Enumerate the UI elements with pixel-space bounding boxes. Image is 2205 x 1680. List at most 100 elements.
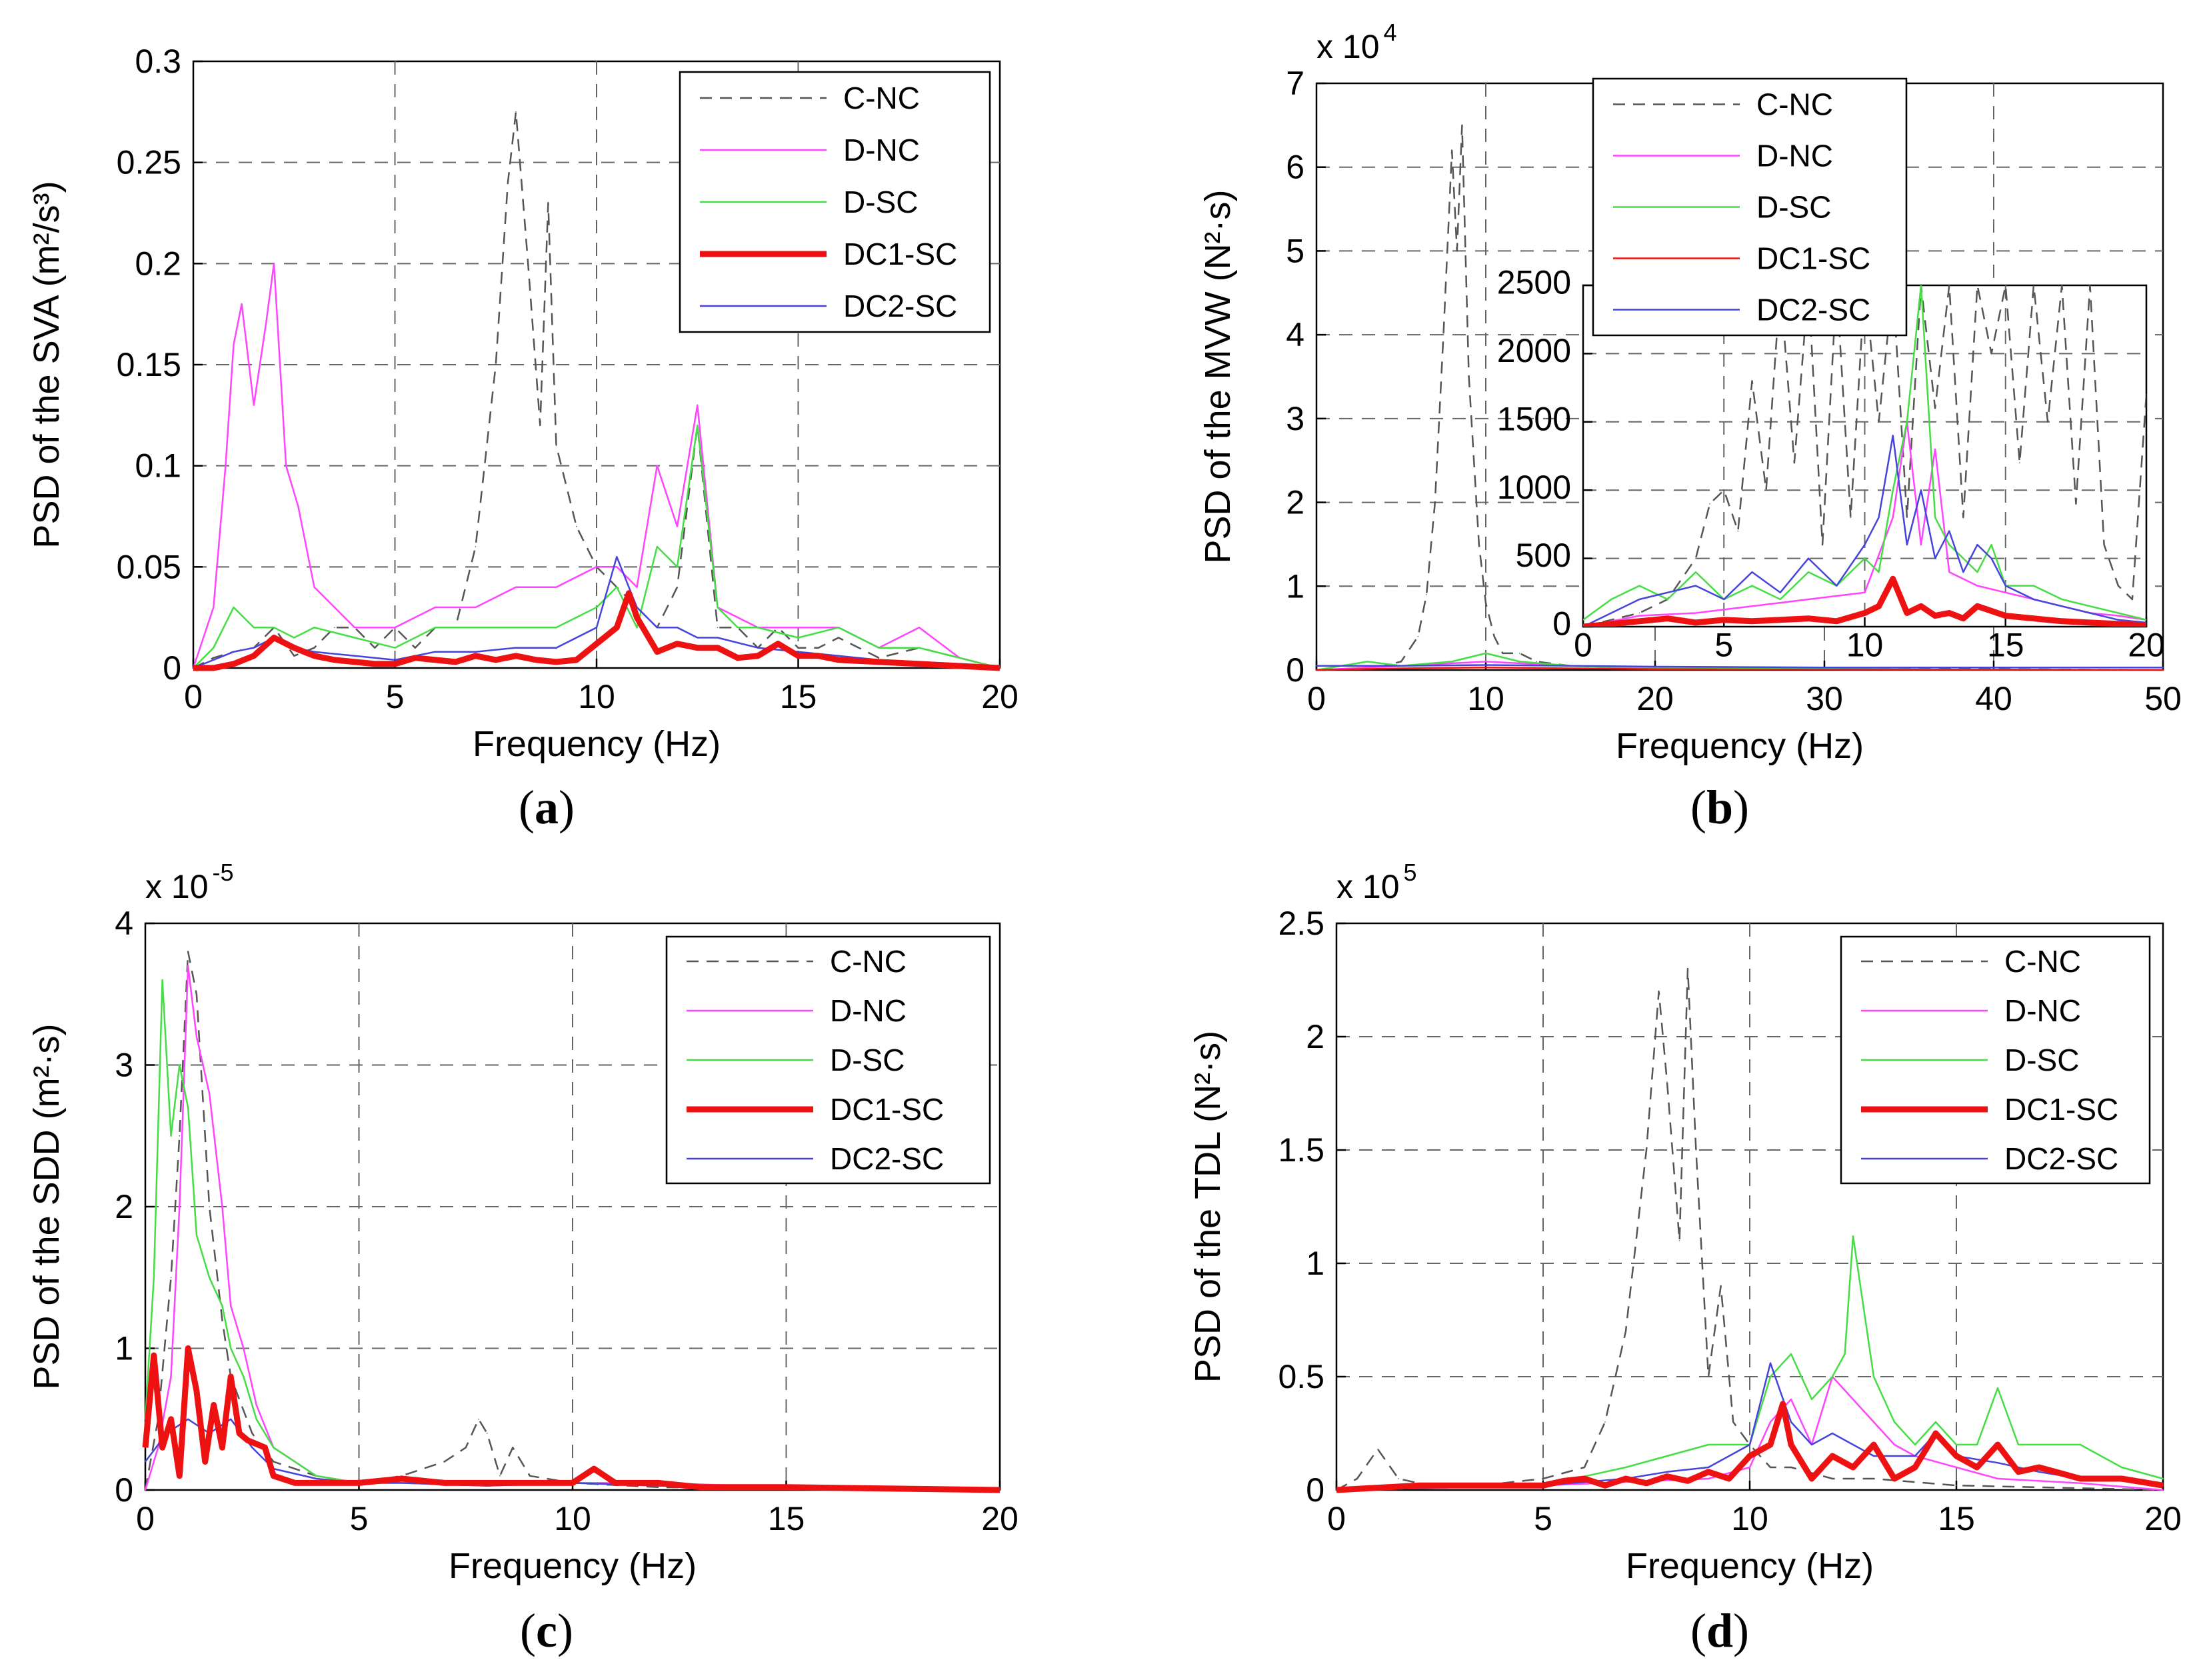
panel-b-data-point-dc1-sc	[1654, 668, 1656, 670]
panel-b-inset-data-point-dc2-sc	[2005, 585, 2006, 587]
panel-a-data-point-d-nc	[636, 586, 638, 588]
panel-b-inset-data-point-d-sc	[1808, 571, 1809, 573]
panel-b-inset-data-point-dc1-sc	[1667, 617, 1668, 619]
panel-b-inset-data-point-dc1-sc	[1962, 617, 1964, 619]
panel-d-data-point-d-nc	[1852, 1399, 1854, 1400]
panel-d-data-point-d-sc	[1770, 1376, 1771, 1377]
panel-b-data-point-dc2-sc	[1993, 667, 1994, 668]
panel-b-inset-data-point-dc1-sc	[1892, 578, 1894, 580]
panel-d-data-point-dc1-sc	[1894, 1478, 1895, 1479]
panel-a-x-tick-label: 10	[578, 678, 615, 715]
panel-b-inset-data-point-d-nc	[1751, 605, 1753, 607]
panel-b-y-tick-label: 1	[1286, 567, 1304, 605]
panel-b-inset-data-point-dc2-sc	[1920, 489, 1922, 491]
panel-d-data-point-d-nc	[1873, 1421, 1874, 1423]
panel-b-inset-data-point-d-nc	[1892, 517, 1894, 518]
panel-a-data-point-c-nc	[818, 647, 819, 649]
panel-b-inset-data-point-c-nc	[2019, 462, 2020, 463]
panel-b-inset-data-point-dc2-sc	[1948, 530, 1950, 532]
panel-d-data-point-dc1-sc	[1418, 1485, 1420, 1486]
panel-c-data-point-dc1-sc	[999, 1489, 1001, 1491]
panel-d-series-line-d-sc	[1336, 1235, 2164, 1491]
panel-d-legend-label-d-sc: D-SC	[2004, 1043, 2079, 1077]
panel-a-data-point-dc1-sc	[374, 663, 376, 665]
panel-b-inset-data-point-d-sc	[1610, 599, 1612, 600]
panel-b-inset-data-point-dc1-sc	[2033, 617, 2034, 619]
panel-c-data-point-dc1-sc	[315, 1482, 317, 1484]
panel-b-panel-label-open: (	[1690, 781, 1706, 834]
panel-c-data-point-dc1-sc	[170, 1419, 172, 1420]
panel-d-x-tick-label: 5	[1534, 1500, 1552, 1537]
panel-d-legend-box	[1840, 935, 2151, 1185]
panel-d-data-point-dc1-sc	[1687, 1480, 1688, 1482]
panel-d-data-point-dc2-sc	[2038, 1471, 2040, 1473]
panel-b-inset-data-point-dc1-sc	[1920, 605, 1922, 607]
panel-b-data-point-dc1-sc	[2162, 669, 2164, 671]
panel-a-legend-label-dc1-sc: DC1-SC	[843, 237, 957, 271]
panel-a-data-point-dc1-sc	[253, 655, 255, 657]
panel-c-legend-label-d-sc: D-SC	[830, 1043, 905, 1077]
panel-b-inset-data-point-d-sc	[1864, 557, 1866, 559]
panel-a-y-tick-label: 0.3	[135, 43, 181, 80]
panel-d-data-point-dc1-sc	[1336, 1489, 1337, 1491]
panel-b-inset-data-point-d-nc	[1934, 449, 1936, 450]
panel-b-inset-data-point-d-sc	[1990, 544, 1992, 545]
panel-b-data-point-c-nc	[1502, 653, 1504, 654]
panel-b-inset-data-point-d-sc	[1583, 619, 1584, 621]
panel-c-data-point-dc1-sc	[161, 1447, 163, 1449]
panel-c-data-point-dc1-sc	[273, 1475, 275, 1477]
panel-b-inset-data-point-dc2-sc	[2118, 619, 2119, 621]
panel-a-data-point-d-sc	[616, 586, 618, 588]
panel-a-data-point-c-nc	[374, 647, 376, 649]
panel-b-exponent-base: x 10	[1316, 28, 1380, 65]
panel-d-data-point-d-sc	[1894, 1421, 1895, 1423]
panel-c-data-point-c-nc	[443, 1461, 445, 1463]
panel-b-x-tick-label: 20	[1636, 680, 1674, 717]
panel-b-data-point-dc1-sc	[1824, 669, 1825, 671]
panel-b-data-point-c-nc	[1442, 334, 1444, 335]
panel-b-inset-data-point-c-nc	[1610, 619, 1612, 621]
panel-b-data-point-c-nc	[1456, 250, 1458, 252]
panel-d-x-tick-label: 0	[1327, 1500, 1346, 1537]
panel-b-inset-data-point-dc1-sc	[2089, 622, 2091, 623]
panel-a-y-tick-label: 0.15	[117, 346, 181, 383]
panel-d-data-point-d-sc	[1914, 1444, 1916, 1445]
panel-a-y-tick-label: 0.1	[135, 447, 181, 485]
panel-b-inset-x-tick-label: 15	[1987, 626, 2024, 663]
panel-c-data-point-c-nc	[209, 1206, 210, 1207]
panel-a-y-tick-label: 0.25	[117, 144, 181, 181]
panel-d-data-point-d-sc	[1997, 1387, 1998, 1389]
panel-b-inset-series-line-dc2-sc	[1583, 435, 2146, 627]
panel-b-data-point-c-nc	[1461, 125, 1463, 126]
panel-c-legend: C-NC D-NC D-SC DC1-SC DC2-SC	[665, 935, 991, 1185]
panel-b-inset-data-point-c-nc	[1976, 285, 1978, 286]
panel-b-data-point-c-nc	[1434, 501, 1436, 503]
panel-a-legend-label-d-sc: D-SC	[843, 185, 918, 219]
panel-b-data-point-dc1-sc	[1570, 667, 1571, 669]
panel-c-panel-label-open: (	[520, 1604, 536, 1657]
panel-c-data-point-dc1-sc	[785, 1487, 787, 1488]
panel-c-x-tick-label: 15	[768, 1500, 805, 1537]
panel-b-inset-data-point-c-nc	[1638, 612, 1640, 614]
panel-a-panel-label-close: )	[559, 781, 575, 834]
panel-b-data-point-c-nc	[1451, 149, 1452, 151]
panel-a-data-point-d-sc	[555, 627, 557, 629]
panel-b-legend-label-d-sc: D-SC	[1756, 190, 1831, 225]
panel-a-data-point-dc2-sc	[717, 637, 719, 639]
panel-d-data-point-d-sc	[1935, 1421, 1936, 1423]
panel-b-inset-data-point-dc2-sc	[1934, 557, 1936, 559]
panel-a-series-line-d-sc	[193, 424, 1001, 669]
panel-b-data-point-dc2-sc	[1824, 667, 1825, 668]
panel-d-data-point-dc1-sc	[1873, 1444, 1874, 1445]
panel-a-data-point-c-nc	[797, 647, 799, 649]
panel-b-data-point-d-sc	[1519, 661, 1520, 663]
panel-d-data-point-dc1-sc	[1563, 1480, 1564, 1482]
panel-a-data-point-c-nc	[547, 202, 549, 204]
panel-c-data-point-dc1-sc	[179, 1475, 181, 1477]
panel-b-inset-data-point-dc1-sc	[1751, 621, 1753, 622]
panel-c-data-point-c-nc	[657, 1487, 659, 1488]
panel-a-x-tick-label: 15	[780, 678, 817, 715]
